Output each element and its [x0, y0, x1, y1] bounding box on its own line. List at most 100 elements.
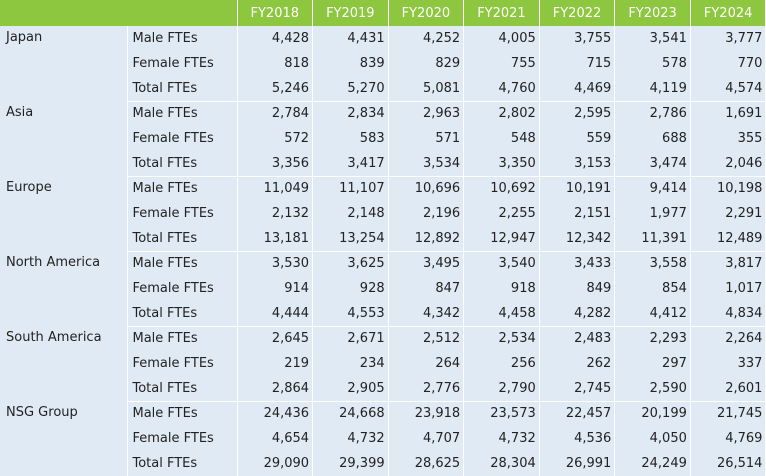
metric-label: Total FTEs	[127, 226, 238, 252]
header-year: FY2022	[539, 0, 616, 26]
value-cell: 1,691	[690, 101, 766, 126]
value-cell: 12,947	[463, 226, 540, 252]
value-cell: 4,428	[237, 26, 314, 51]
table-row: Female FTEs 219 234 264 256 262 297 337	[0, 351, 766, 376]
value-cell: 839	[312, 51, 389, 76]
metric-label: Male FTEs	[127, 101, 238, 126]
value-cell: 3,153	[539, 151, 616, 177]
value-cell: 23,573	[463, 401, 540, 426]
value-cell: 2,148	[312, 201, 389, 226]
value-cell: 13,254	[312, 226, 389, 252]
value-cell: 2,963	[388, 101, 465, 126]
value-cell: 818	[237, 51, 314, 76]
value-cell: 3,474	[614, 151, 691, 177]
header-year: FY2024	[690, 0, 766, 26]
metric-label: Male FTEs	[127, 251, 238, 276]
value-cell: 4,252	[388, 26, 465, 51]
value-cell: 3,495	[388, 251, 465, 276]
table-row: Female FTEs 572 583 571 548 559 688 355	[0, 126, 766, 151]
value-cell: 829	[388, 51, 465, 76]
metric-label: Total FTEs	[127, 301, 238, 327]
value-cell: 4,553	[312, 301, 389, 327]
metric-label: Female FTEs	[127, 426, 238, 451]
value-cell: 2,595	[539, 101, 616, 126]
value-cell: 5,246	[237, 76, 314, 102]
value-cell: 4,732	[463, 426, 540, 451]
value-cell: 572	[237, 126, 314, 151]
metric-label: Male FTEs	[127, 326, 238, 351]
value-cell: 11,107	[312, 176, 389, 201]
value-cell: 4,458	[463, 301, 540, 327]
value-cell: 29,399	[312, 451, 389, 476]
value-cell: 2,864	[237, 376, 314, 402]
table-row: NSG Group Male FTEs 24,436 24,668 23,918 23,5…	[0, 401, 766, 476]
header-year: FY2019	[312, 0, 389, 26]
value-cell: 11,049	[237, 176, 314, 201]
value-cell: 918	[463, 276, 540, 301]
table-row: Asia Male FTEs 2,784 2,834 2,963 2,802 2,595 2,…	[0, 101, 766, 176]
value-cell: 4,050	[614, 426, 691, 451]
table-row: Total FTEs 5,246 5,270 5,081 4,760 4,469 4,119…	[0, 76, 766, 102]
value-cell: 24,668	[312, 401, 389, 426]
value-cell: 4,444	[237, 301, 314, 327]
value-cell: 2,786	[614, 101, 691, 126]
metric-label: Total FTEs	[127, 376, 238, 402]
metric-label: Male FTEs	[127, 401, 238, 426]
value-cell: 2,196	[388, 201, 465, 226]
metric-label: Female FTEs	[127, 126, 238, 151]
value-cell: 3,755	[539, 26, 616, 51]
table-row: Female FTEs 4,654 4,732 4,707 4,732 4,536 4,05…	[0, 426, 766, 451]
table-row: Female FTEs 818 839 829 755 715 578 770	[0, 51, 766, 76]
value-cell: 2,151	[539, 201, 616, 226]
value-cell: 3,777	[690, 26, 766, 51]
value-cell: 2,264	[690, 326, 766, 351]
value-cell: 2,776	[388, 376, 465, 402]
value-cell: 2,483	[539, 326, 616, 351]
region-label: South America	[0, 326, 128, 401]
value-cell: 2,590	[614, 376, 691, 402]
value-cell: 755	[463, 51, 540, 76]
metric-label: Female FTEs	[127, 201, 238, 226]
table-row: Total FTEs 4,444 4,553 4,342 4,458 4,282 4,412…	[0, 301, 766, 327]
metric-label: Total FTEs	[127, 76, 238, 102]
value-cell: 2,645	[237, 326, 314, 351]
value-cell: 264	[388, 351, 465, 376]
value-cell: 23,918	[388, 401, 465, 426]
header-year: FY2018	[237, 0, 314, 26]
value-cell: 337	[690, 351, 766, 376]
value-cell: 4,760	[463, 76, 540, 102]
value-cell: 21,745	[690, 401, 766, 426]
region-label: Japan	[0, 26, 128, 101]
value-cell: 2,802	[463, 101, 540, 126]
value-cell: 4,732	[312, 426, 389, 451]
value-cell: 3,625	[312, 251, 389, 276]
table-row: Total FTEs 13,181 13,254 12,892 12,947 12,342…	[0, 226, 766, 252]
value-cell: 9,414	[614, 176, 691, 201]
region-label: Europe	[0, 176, 128, 251]
table-row: Japan Male FTEs 4,428 4,431 4,252 4,005 3,755 3…	[0, 26, 766, 101]
value-cell: 3,433	[539, 251, 616, 276]
header-year: FY2023	[614, 0, 691, 26]
header-year: FY2020	[388, 0, 465, 26]
value-cell: 4,431	[312, 26, 389, 51]
value-cell: 928	[312, 276, 389, 301]
table-row: North America Male FTEs 3,530 3,625 3,495 3,5…	[0, 251, 766, 326]
value-cell: 26,991	[539, 451, 616, 476]
value-cell: 10,696	[388, 176, 465, 201]
value-cell: 2,671	[312, 326, 389, 351]
value-cell: 3,350	[463, 151, 540, 177]
value-cell: 12,489	[690, 226, 766, 252]
value-cell: 3,817	[690, 251, 766, 276]
value-cell: 2,255	[463, 201, 540, 226]
value-cell: 3,417	[312, 151, 389, 177]
value-cell: 10,198	[690, 176, 766, 201]
value-cell: 2,790	[463, 376, 540, 402]
value-cell: 2,291	[690, 201, 766, 226]
value-cell: 2,905	[312, 376, 389, 402]
metric-label: Male FTEs	[127, 176, 238, 201]
value-cell: 2,834	[312, 101, 389, 126]
value-cell: 28,304	[463, 451, 540, 476]
value-cell: 3,540	[463, 251, 540, 276]
value-cell: 4,119	[614, 76, 691, 102]
